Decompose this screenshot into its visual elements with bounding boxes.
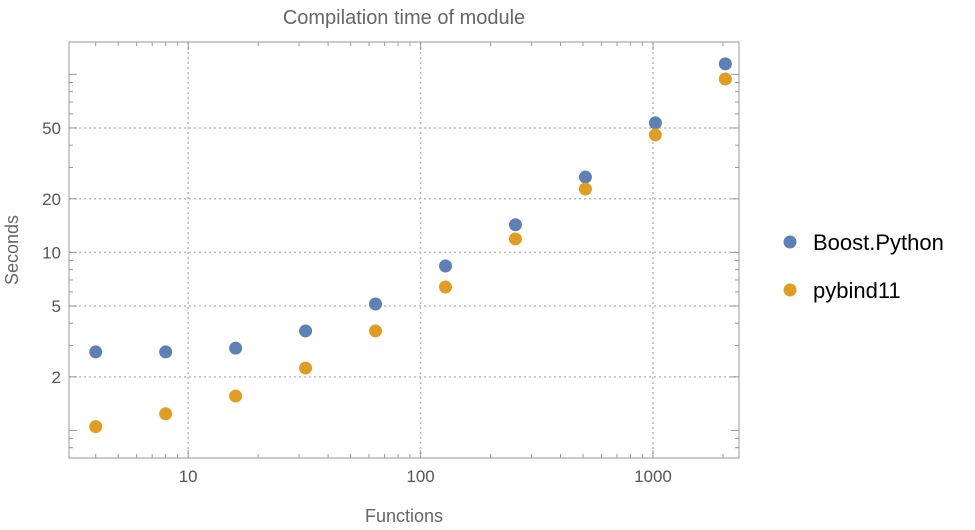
data-point-pybind11 (648, 128, 662, 142)
axis-ticks: 10 100 1000 2 5 10 20 50 (42, 42, 739, 486)
y-tick-label: 20 (42, 190, 61, 209)
legend-label: Boost.Python (813, 230, 944, 255)
data-point-boost-python (299, 324, 313, 338)
plot-frame (68, 41, 740, 459)
data-point-pybind11 (578, 182, 592, 196)
data-point-pybind11 (369, 324, 383, 338)
x-axis-label: Functions (365, 506, 443, 525)
data-point-boost-python (578, 170, 592, 184)
legend-marker (783, 235, 797, 249)
y-axis-label: Seconds (2, 215, 22, 285)
data-point-pybind11 (718, 72, 732, 86)
x-tick-label: 1000 (634, 467, 672, 486)
legend: Boost.Python pybind11 (783, 230, 944, 303)
data-point-boost-python (159, 345, 173, 359)
data-point-pybind11 (89, 420, 103, 434)
data-point-pybind11 (438, 280, 452, 294)
data-points (89, 57, 732, 434)
chart-title: Compilation time of module (283, 7, 525, 29)
data-point-pybind11 (159, 407, 173, 421)
data-point-pybind11 (229, 389, 243, 403)
y-tick-label: 2 (52, 368, 61, 387)
data-point-pybind11 (508, 232, 522, 246)
data-point-pybind11 (299, 361, 313, 375)
y-tick-label: 50 (42, 119, 61, 138)
gridlines (69, 42, 739, 458)
legend-marker (783, 283, 797, 297)
data-point-boost-python (508, 218, 522, 232)
legend-label: pybind11 (813, 278, 901, 303)
y-tick-label: 10 (42, 243, 61, 262)
data-point-boost-python (229, 341, 243, 355)
x-tick-label: 10 (179, 467, 198, 486)
data-point-boost-python (438, 259, 452, 273)
y-tick-label: 5 (52, 297, 61, 316)
data-point-boost-python (718, 57, 732, 71)
data-point-boost-python (369, 297, 383, 311)
x-tick-label: 100 (406, 467, 434, 486)
data-point-boost-python (648, 116, 662, 130)
data-point-boost-python (89, 345, 103, 359)
